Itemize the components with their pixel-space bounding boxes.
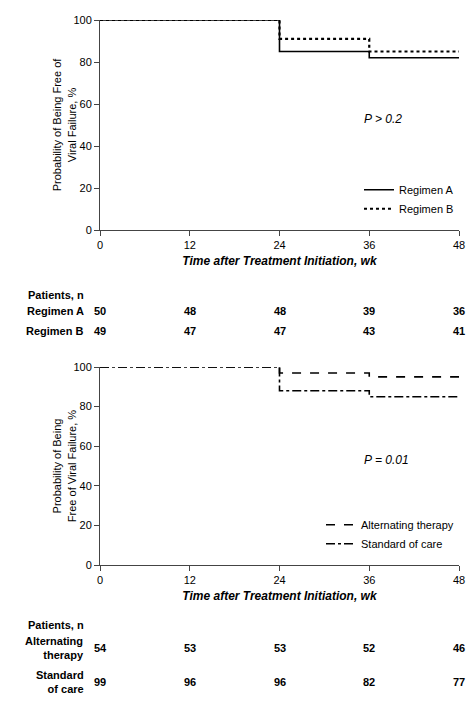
- svg-text:12: 12: [184, 574, 196, 586]
- svg-text:24: 24: [273, 239, 285, 251]
- svg-text:Time after Treatment Initiatio: Time after Treatment Initiation, wk: [182, 254, 378, 268]
- svg-text:36: 36: [453, 305, 465, 317]
- svg-text:Regimen A: Regimen A: [399, 184, 453, 196]
- svg-text:96: 96: [184, 676, 196, 688]
- svg-text:36: 36: [363, 574, 375, 586]
- svg-text:Standardof care: Standardof care: [36, 669, 84, 695]
- svg-text:49: 49: [94, 325, 106, 337]
- svg-text:36: 36: [363, 239, 375, 251]
- svg-text:40: 40: [80, 140, 92, 152]
- svg-text:P = 0.01: P = 0.01: [364, 453, 409, 467]
- svg-text:60: 60: [80, 98, 92, 110]
- svg-text:53: 53: [274, 642, 286, 654]
- svg-text:12: 12: [184, 239, 196, 251]
- svg-text:60: 60: [80, 440, 92, 452]
- svg-text:48: 48: [184, 305, 196, 317]
- svg-text:48: 48: [453, 239, 465, 251]
- svg-text:77: 77: [453, 676, 465, 688]
- svg-text:54: 54: [94, 642, 107, 654]
- svg-text:20: 20: [80, 182, 92, 194]
- svg-text:Alternating therapy: Alternating therapy: [361, 519, 454, 531]
- svg-text:Regimen B: Regimen B: [399, 203, 453, 215]
- svg-text:20: 20: [80, 519, 92, 531]
- svg-text:53: 53: [184, 642, 196, 654]
- svg-text:80: 80: [80, 400, 92, 412]
- svg-text:0: 0: [86, 559, 92, 571]
- svg-text:Standard of care: Standard of care: [361, 538, 442, 550]
- svg-text:50: 50: [94, 305, 106, 317]
- svg-text:96: 96: [274, 676, 286, 688]
- svg-text:100: 100: [73, 361, 91, 373]
- svg-text:Alternatingtherapy: Alternatingtherapy: [25, 635, 84, 661]
- svg-text:40: 40: [80, 480, 92, 492]
- svg-text:Regimen B: Regimen B: [26, 325, 84, 337]
- svg-text:39: 39: [363, 305, 375, 317]
- svg-text:Regimen A: Regimen A: [27, 305, 84, 317]
- svg-text:Time after Treatment Initiatio: Time after Treatment Initiation, wk: [182, 589, 378, 603]
- svg-text:24: 24: [273, 574, 285, 586]
- svg-text:Probability of BeingFree of Vi: Probability of BeingFree of Viral Failur…: [51, 410, 77, 523]
- svg-text:Patients, n: Patients, n: [28, 619, 84, 631]
- svg-text:48: 48: [274, 305, 286, 317]
- svg-text:P > 0.2: P > 0.2: [364, 112, 402, 126]
- svg-text:0: 0: [97, 574, 103, 586]
- svg-text:48: 48: [453, 574, 465, 586]
- svg-text:47: 47: [184, 325, 196, 337]
- svg-text:0: 0: [86, 224, 92, 236]
- svg-text:52: 52: [363, 642, 375, 654]
- svg-text:82: 82: [363, 676, 375, 688]
- svg-text:100: 100: [73, 14, 91, 26]
- svg-text:0: 0: [97, 239, 103, 251]
- svg-text:43: 43: [363, 325, 375, 337]
- svg-text:47: 47: [274, 325, 286, 337]
- svg-text:46: 46: [453, 642, 465, 654]
- svg-text:99: 99: [94, 676, 106, 688]
- svg-text:80: 80: [80, 56, 92, 68]
- svg-text:41: 41: [453, 325, 465, 337]
- svg-text:Probability of Being Free ofVi: Probability of Being Free ofViral Failur…: [51, 58, 77, 192]
- svg-text:Patients, n: Patients, n: [28, 289, 84, 301]
